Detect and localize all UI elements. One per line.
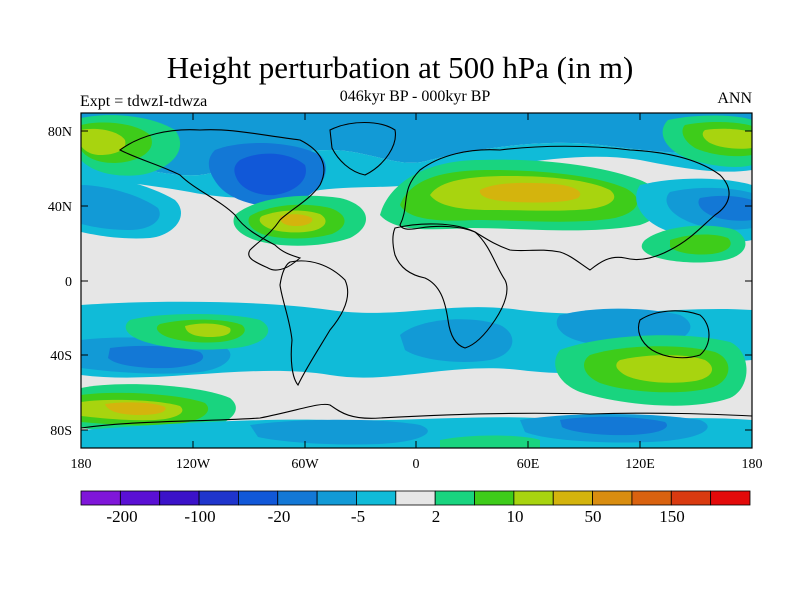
contour-antarctic-deep (560, 416, 667, 436)
colorbar-swatch (710, 490, 751, 506)
lat-label-80n: 80N (48, 125, 72, 140)
coastline-africa (392, 223, 508, 349)
colorbar-swatch (474, 490, 515, 506)
contour-wpacific-neg-strong (698, 195, 752, 221)
season-label: ANN (717, 90, 752, 107)
contour-south-neg-pac-deep (108, 345, 204, 369)
coastline-north-america (118, 129, 325, 271)
contour-nwpacific-strong (702, 128, 752, 149)
contour-subtropic-mid (670, 234, 731, 255)
colorbar-swatch (238, 490, 279, 506)
contour-sindian-strong (616, 355, 713, 383)
lon-label-60e: 60E (517, 457, 540, 472)
colorbar-swatch (80, 490, 121, 506)
lon-label-60w: 60W (291, 457, 319, 472)
contour-pacific-neg-mid (81, 185, 160, 230)
lat-label-80s: 80S (50, 424, 72, 439)
contour-south-neg-atl (400, 319, 513, 362)
colorbar-label-neg20: -20 (268, 507, 291, 526)
colorbar-swatch (395, 490, 436, 506)
coastline-australia (637, 310, 710, 359)
colorbar-swatch (631, 490, 672, 506)
contour-antarctic-mid (250, 419, 428, 445)
colorbar-label-neg5: -5 (351, 507, 365, 526)
longitude-axis: 180 120W 60W 0 60E 120E 180 (71, 113, 763, 472)
coastline-antarctica (81, 403, 752, 429)
contour-antarctic-positive (440, 435, 540, 448)
lon-label-0: 0 (413, 457, 420, 472)
coastlines (81, 122, 752, 429)
colorbar-swatch (316, 490, 357, 506)
coastline-eurasia (399, 145, 730, 271)
lon-label-180e: 180 (742, 457, 763, 472)
contour-npacific-strong (81, 128, 126, 155)
colorbar-label-10: 10 (507, 507, 524, 526)
colorbar-swatch (198, 490, 239, 506)
colorbar-swatch (277, 490, 318, 506)
experiment-label: Expt = tdwzI-tdwza (80, 93, 208, 110)
colorbar-swatch (592, 490, 633, 506)
contour-watlantic-peak (279, 214, 313, 226)
colorbar-labels: -200 -100 -20 -5 2 10 50 150 (106, 507, 684, 526)
colorbar-swatch (670, 490, 712, 506)
colorbar-label-neg100: -100 (184, 507, 215, 526)
colorbar-swatch (159, 490, 200, 506)
contour-field (81, 113, 752, 448)
colorbar-swatch (513, 490, 554, 506)
lon-label-120e: 120E (625, 457, 655, 472)
contour-swpacific-peak (105, 402, 166, 415)
latitude-axis: 80N 40N 0 40S 80S (48, 125, 752, 439)
contour-spacific-strong (185, 323, 231, 337)
lon-label-180w: 180 (71, 457, 92, 472)
colorbar-label-50: 50 (585, 507, 602, 526)
colorbar-swatch (552, 490, 593, 506)
map-title: Height perturbation at 500 hPa (in m) (166, 50, 634, 85)
lat-label-40n: 40N (48, 200, 72, 215)
colorbar-label-neg200: -200 (106, 507, 137, 526)
colorbar-swatch (434, 490, 475, 506)
map-subtitle: 046kyr BP - 000kyr BP (339, 88, 491, 105)
colorbar-swatch (119, 490, 161, 506)
colorbar-label-150: 150 (659, 507, 685, 526)
contour-eurasia-peak (479, 182, 581, 203)
lat-label-40s: 40S (50, 349, 72, 364)
colorbar-swatch (356, 490, 397, 506)
lat-label-0: 0 (65, 275, 72, 290)
colorbar-label-2: 2 (432, 507, 441, 526)
coastline-greenland (329, 122, 396, 176)
coastline-south-america (279, 260, 349, 387)
contour-canada-deep (234, 153, 306, 196)
colorbar (80, 490, 751, 506)
lon-label-120w: 120W (176, 457, 211, 472)
